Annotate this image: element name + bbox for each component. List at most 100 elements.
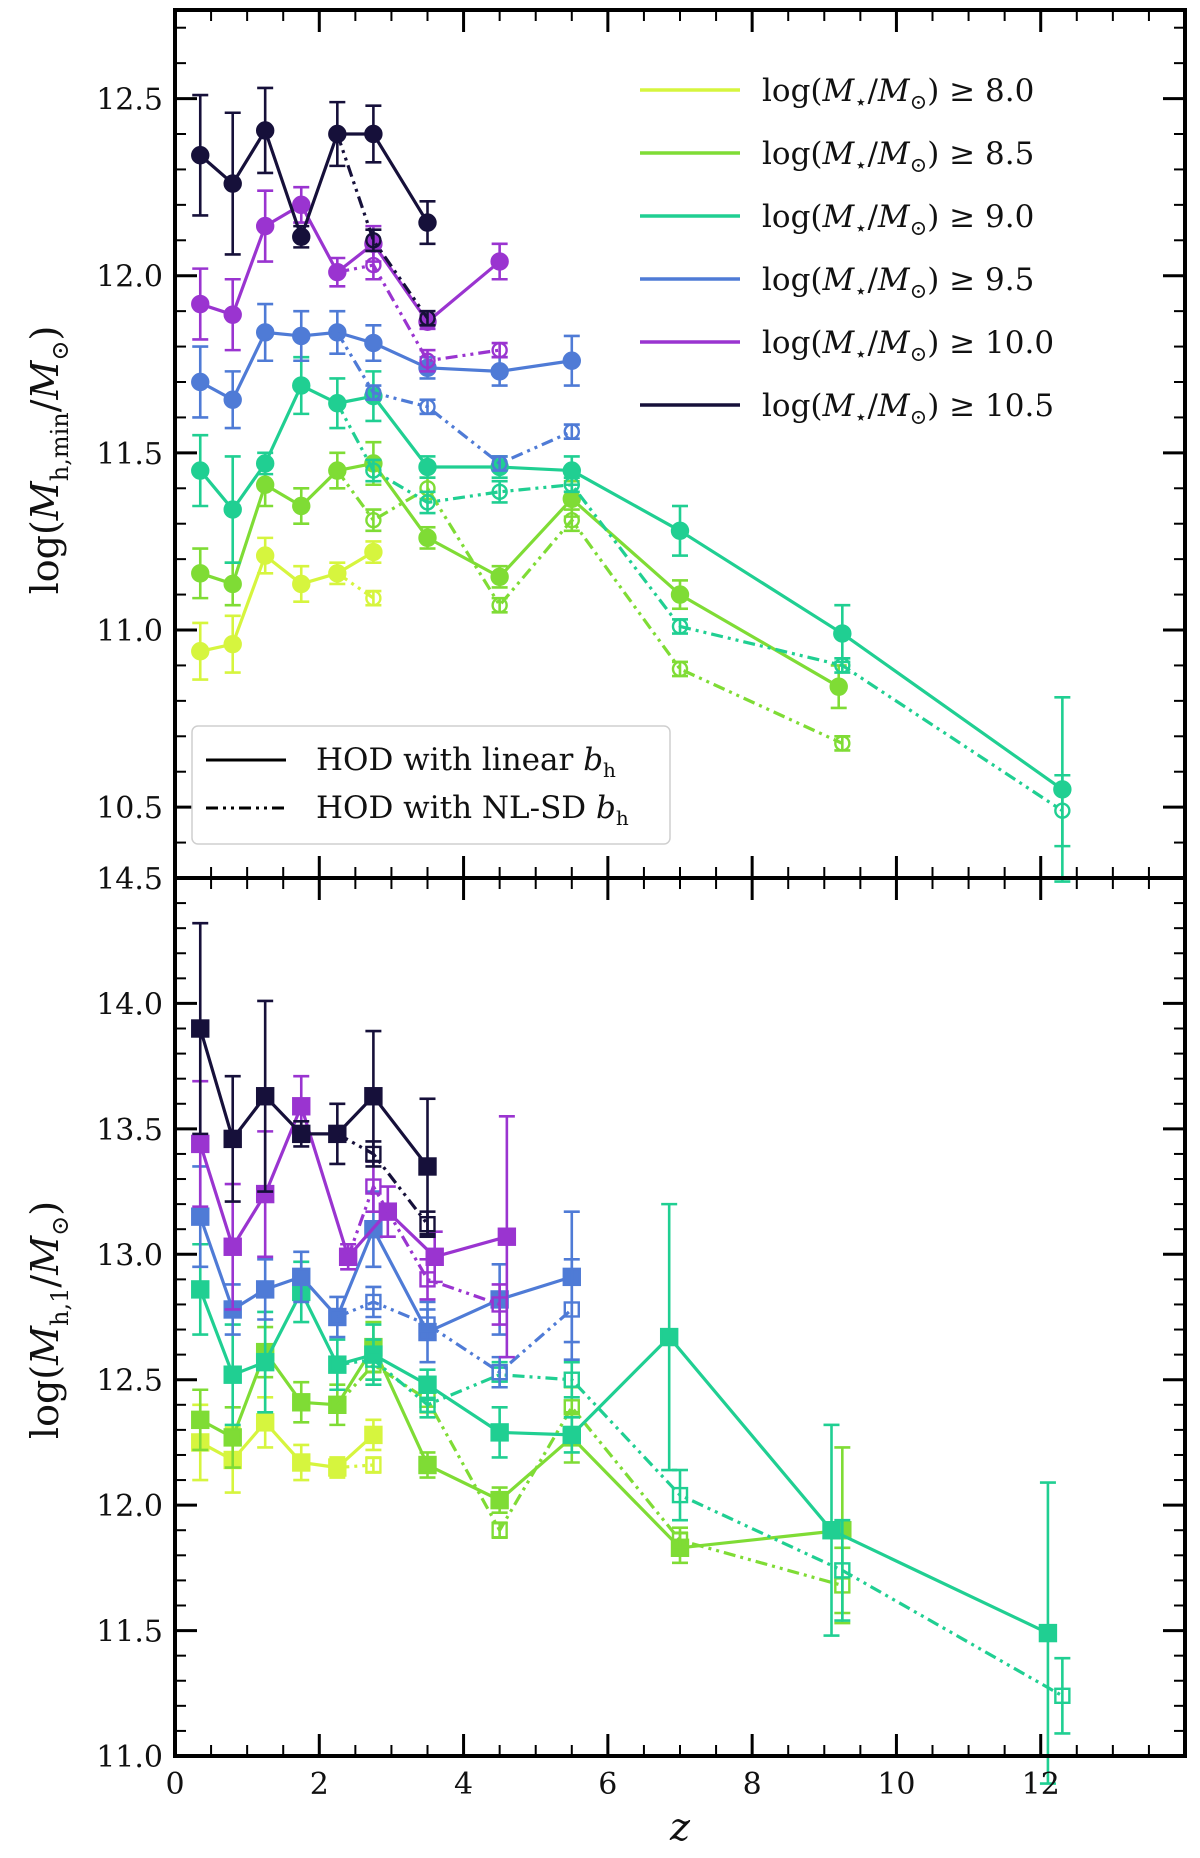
data-point [833, 624, 852, 643]
data-point [329, 462, 346, 479]
bottom-ytick-label: 11.5 [96, 1615, 163, 1650]
bottom-xtick-label: 2 [310, 1767, 329, 1802]
data-point [490, 362, 509, 381]
data-point [255, 216, 275, 236]
top-ytick-label: 10.5 [96, 791, 163, 826]
data-point [329, 263, 346, 281]
data-point [223, 1365, 242, 1384]
bottom-panel-frame [173, 876, 1187, 1758]
legend-entry: log(M⋆/M⊙) ≥ 10.5 [762, 388, 1054, 429]
data-point [365, 1456, 382, 1474]
data-point [419, 494, 436, 511]
data-point [419, 310, 436, 327]
data-point [365, 232, 382, 249]
series-line [199, 203, 501, 324]
data-point [191, 1207, 210, 1226]
data-point [1054, 1687, 1071, 1704]
data-point [425, 1247, 444, 1266]
data-point [223, 174, 242, 193]
data-point [490, 252, 509, 271]
data-point [491, 1363, 508, 1381]
bottom-ytick-label: 14.0 [96, 987, 163, 1022]
data-point [563, 423, 580, 440]
bottom-ytick-label: 14.5 [96, 862, 163, 897]
data-point [671, 1532, 689, 1549]
bottom-panel: 11.0 11.5 12.0 12.5 13.0 13.5 14.0 14.5 0 2 4 6 8 10 1… [23, 862, 1187, 1849]
x-axis-title: z [669, 1805, 691, 1849]
data-point [329, 1125, 346, 1143]
data-point [365, 1178, 382, 1195]
data-point [562, 351, 581, 370]
data-point [255, 1087, 275, 1106]
data-point [490, 567, 509, 587]
data-point [255, 475, 275, 494]
data-point [292, 1097, 311, 1116]
data-point [255, 1413, 275, 1432]
data-point [191, 372, 210, 392]
data-point [834, 735, 851, 752]
data-point [490, 1423, 509, 1442]
bottom-plot-area [191, 921, 1071, 1785]
data-point [364, 124, 383, 144]
data-point [419, 1316, 436, 1333]
data-point [223, 634, 242, 654]
data-point [563, 476, 580, 493]
series-line [335, 133, 429, 320]
bottom-ytick-label: 12.0 [96, 1489, 163, 1524]
data-point [292, 1124, 311, 1144]
top-ytick-label: 12.0 [96, 260, 163, 295]
data-point [562, 489, 581, 509]
top-axis-ticks: 10.5 11.0 11.5 12.0 12.5 [96, 10, 1187, 879]
data-point [191, 564, 210, 583]
data-point [191, 1019, 210, 1038]
series-line [335, 402, 1064, 813]
data-point [255, 546, 275, 565]
data-point [329, 1459, 346, 1476]
top-panel: 10.5 11.0 11.5 12.0 12.5 log(Mh,min/M⊙) log(… [23, 8, 1187, 883]
data-point [292, 376, 311, 395]
data-point [191, 294, 210, 314]
data-point [223, 500, 242, 519]
bottom-axis-ticks: 11.0 11.5 12.0 12.5 13.0 13.5 14.0 14.5 0 2 4 6 8 10 1… [96, 862, 1187, 1802]
data-point [255, 454, 275, 473]
data-point [670, 585, 690, 604]
top-y-axis-title: log(Mh,min/M⊙) [23, 326, 74, 595]
data-point [418, 1375, 437, 1394]
data-point [365, 1145, 382, 1163]
data-point [365, 462, 382, 479]
series-line [346, 1184, 501, 1306]
data-point [329, 324, 346, 341]
data-point [292, 195, 311, 215]
bottom-ytick-label: 13.0 [96, 1238, 163, 1273]
data-point [191, 1134, 210, 1154]
data-point [671, 618, 689, 635]
data-point [223, 1428, 242, 1447]
data-point [292, 574, 311, 594]
series-line [198, 1104, 508, 1259]
data-point [191, 461, 210, 480]
series-line [336, 469, 843, 745]
series-line [199, 330, 573, 402]
top-ytick-label: 12.5 [96, 83, 163, 118]
data-point [834, 657, 851, 674]
data-point [671, 1486, 689, 1504]
data-point [292, 1453, 311, 1472]
bottom-xtick-label: 6 [598, 1767, 617, 1802]
bottom-xtick-label: 0 [165, 1767, 184, 1802]
bottom-ytick-label: 12.5 [96, 1364, 163, 1399]
data-point [365, 384, 382, 401]
legend-entry: log(M⋆/M⊙) ≥ 9.5 [762, 262, 1034, 303]
data-point [419, 398, 436, 415]
data-point [563, 1371, 580, 1388]
data-point [329, 1356, 346, 1373]
data-point [659, 1327, 679, 1347]
data-point [491, 1522, 508, 1539]
data-point [563, 511, 580, 529]
data-point [255, 1352, 275, 1372]
data-point [419, 1271, 436, 1288]
line-style-legend: HOD with linear bh HOD with NL-SD bh [191, 725, 671, 845]
data-point [255, 323, 275, 342]
top-ytick-label: 11.5 [96, 437, 163, 472]
legend-style-entry: HOD with NL-SD bh [316, 790, 629, 830]
